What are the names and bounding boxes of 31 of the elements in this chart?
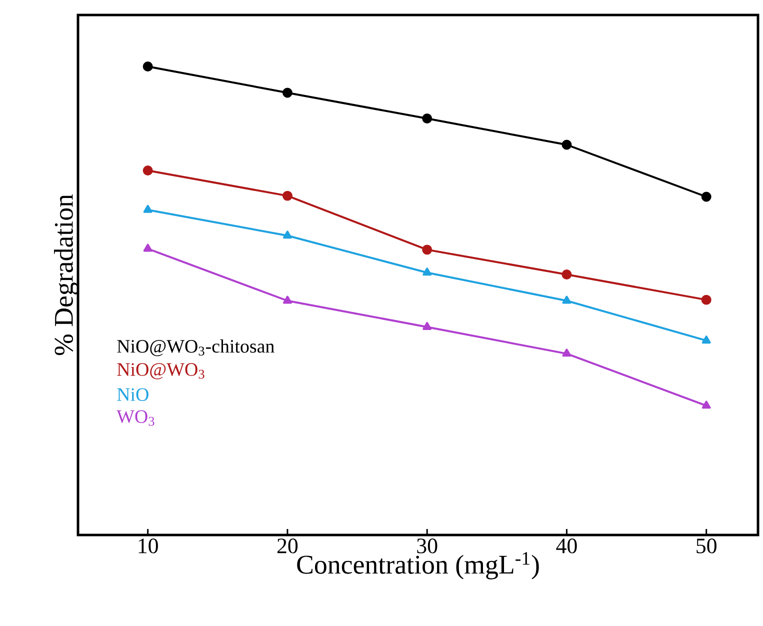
point — [282, 88, 292, 98]
point — [701, 192, 712, 202]
point — [422, 268, 432, 276]
text: NiO — [117, 388, 148, 401]
point — [422, 114, 432, 124]
x-axis-title: Concentration (mgL$^{-1}$) — [297, 552, 539, 580]
point — [702, 400, 711, 409]
point — [143, 244, 152, 252]
point — [562, 140, 572, 150]
y-axis-title: % Degradation — [54, 194, 78, 356]
point — [702, 336, 711, 344]
point — [142, 166, 153, 176]
text: NiO@WO$_{3}$ — [117, 363, 204, 380]
point — [282, 296, 292, 304]
text: NiO@WO$_{3}$-chitosan — [117, 339, 274, 356]
point — [562, 270, 572, 280]
point — [143, 204, 152, 213]
point — [422, 322, 432, 330]
point — [282, 230, 292, 239]
x-tick-label: 10 — [138, 538, 158, 554]
point — [282, 190, 292, 201]
point — [701, 294, 712, 305]
point — [562, 296, 572, 304]
point — [422, 244, 432, 255]
x-tick-label: 50 — [696, 538, 716, 554]
point — [562, 348, 572, 357]
x-tick-label: 30 — [417, 538, 438, 554]
x-tick-label: 40 — [556, 538, 577, 554]
point — [142, 62, 153, 72]
text: WO$_{3}$ — [116, 410, 154, 426]
x-tick-label: 20 — [277, 538, 298, 554]
